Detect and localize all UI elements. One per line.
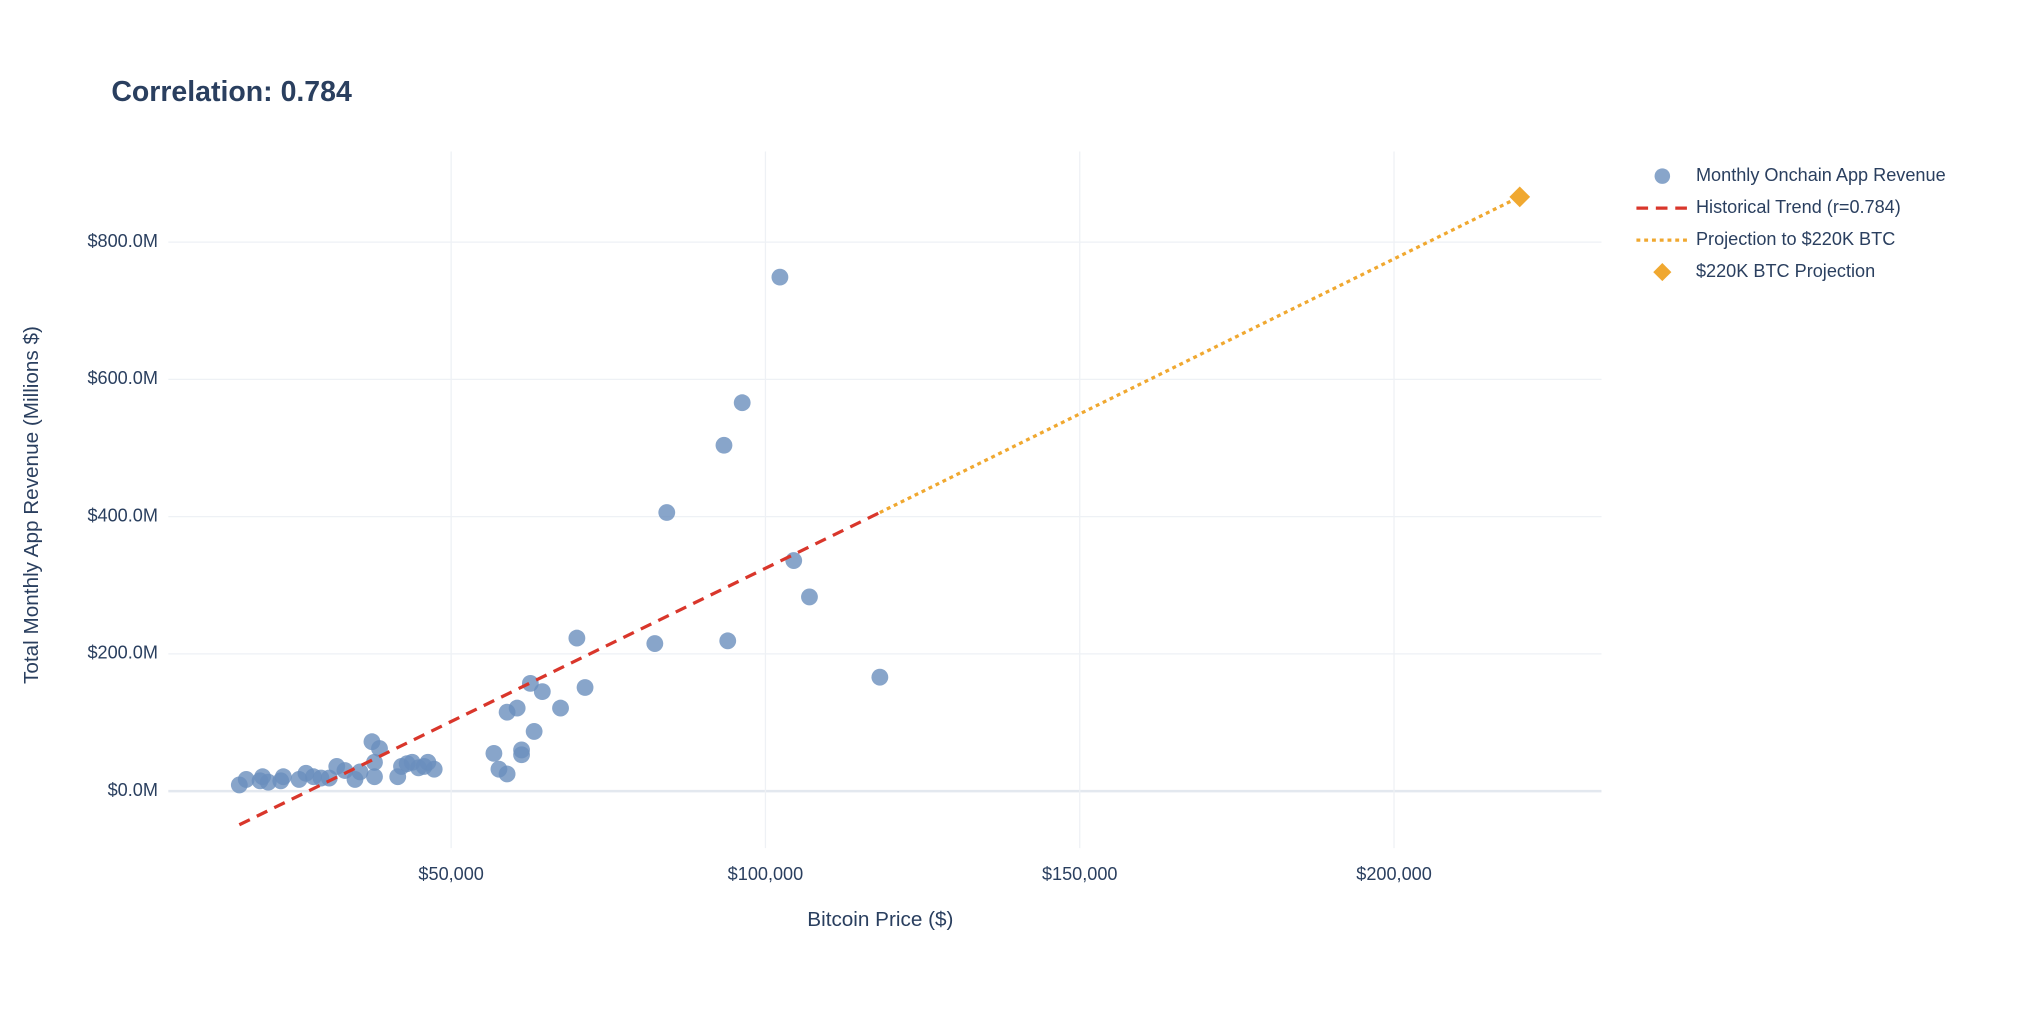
legend-label: $220K BTC Projection xyxy=(1696,261,1875,281)
scatter-point xyxy=(568,629,586,647)
scatter-point xyxy=(525,723,543,740)
scatter-point xyxy=(513,741,530,759)
trend-line xyxy=(238,511,881,827)
scatter-point xyxy=(485,744,503,762)
x-tick-label: $150,000 xyxy=(1042,864,1118,884)
y-axis-title: Total Monthly App Revenue (Millions $) xyxy=(20,326,43,684)
scatter-point xyxy=(785,552,803,569)
scatter-point xyxy=(425,760,443,778)
legend-swatch xyxy=(1654,168,1671,184)
legend-label: Monthly Onchain App Revenue xyxy=(1696,165,1946,185)
scatter-point xyxy=(366,753,383,771)
scatter-point xyxy=(576,679,594,696)
trend-line xyxy=(879,195,1521,514)
legend-swatch xyxy=(1653,263,1672,282)
y-tick-label: $200.0M xyxy=(87,643,157,663)
scatter-point xyxy=(533,683,551,701)
scatter-point xyxy=(658,504,676,521)
scatter-point xyxy=(871,668,889,686)
legend-label: Projection to $220K BTC xyxy=(1696,229,1895,249)
scatter-point xyxy=(771,268,789,286)
x-tick-label: $100,000 xyxy=(728,864,804,884)
scatter-point xyxy=(521,674,539,692)
scatter-point xyxy=(801,588,818,606)
x-tick-label: $200,000 xyxy=(1356,864,1432,884)
x-tick-label: $50,000 xyxy=(418,864,483,884)
y-tick-label: $600.0M xyxy=(87,368,157,388)
y-tick-label: $400.0M xyxy=(87,505,157,525)
scatter-point xyxy=(351,763,369,781)
scatter-point xyxy=(552,699,569,717)
legend-label: Historical Trend (r=0.784) xyxy=(1696,197,1901,217)
y-tick-label: $800.0M xyxy=(87,231,157,251)
x-axis-title: Bitcoin Price ($) xyxy=(807,908,953,931)
scatter-point xyxy=(733,394,751,412)
scatter-point xyxy=(508,699,526,717)
scatter-point xyxy=(259,773,277,791)
chart-title: Correlation: 0.784 xyxy=(111,76,352,108)
y-tick-label: $0.0M xyxy=(108,780,158,800)
diamond-marker xyxy=(1509,186,1531,208)
scatter-point xyxy=(274,768,292,786)
scatter-point xyxy=(237,771,255,788)
scatter-point xyxy=(715,436,733,454)
scatter-point xyxy=(366,768,383,786)
scatter-point xyxy=(719,632,737,650)
scatter-point xyxy=(646,635,664,653)
scatter-point xyxy=(498,765,516,783)
